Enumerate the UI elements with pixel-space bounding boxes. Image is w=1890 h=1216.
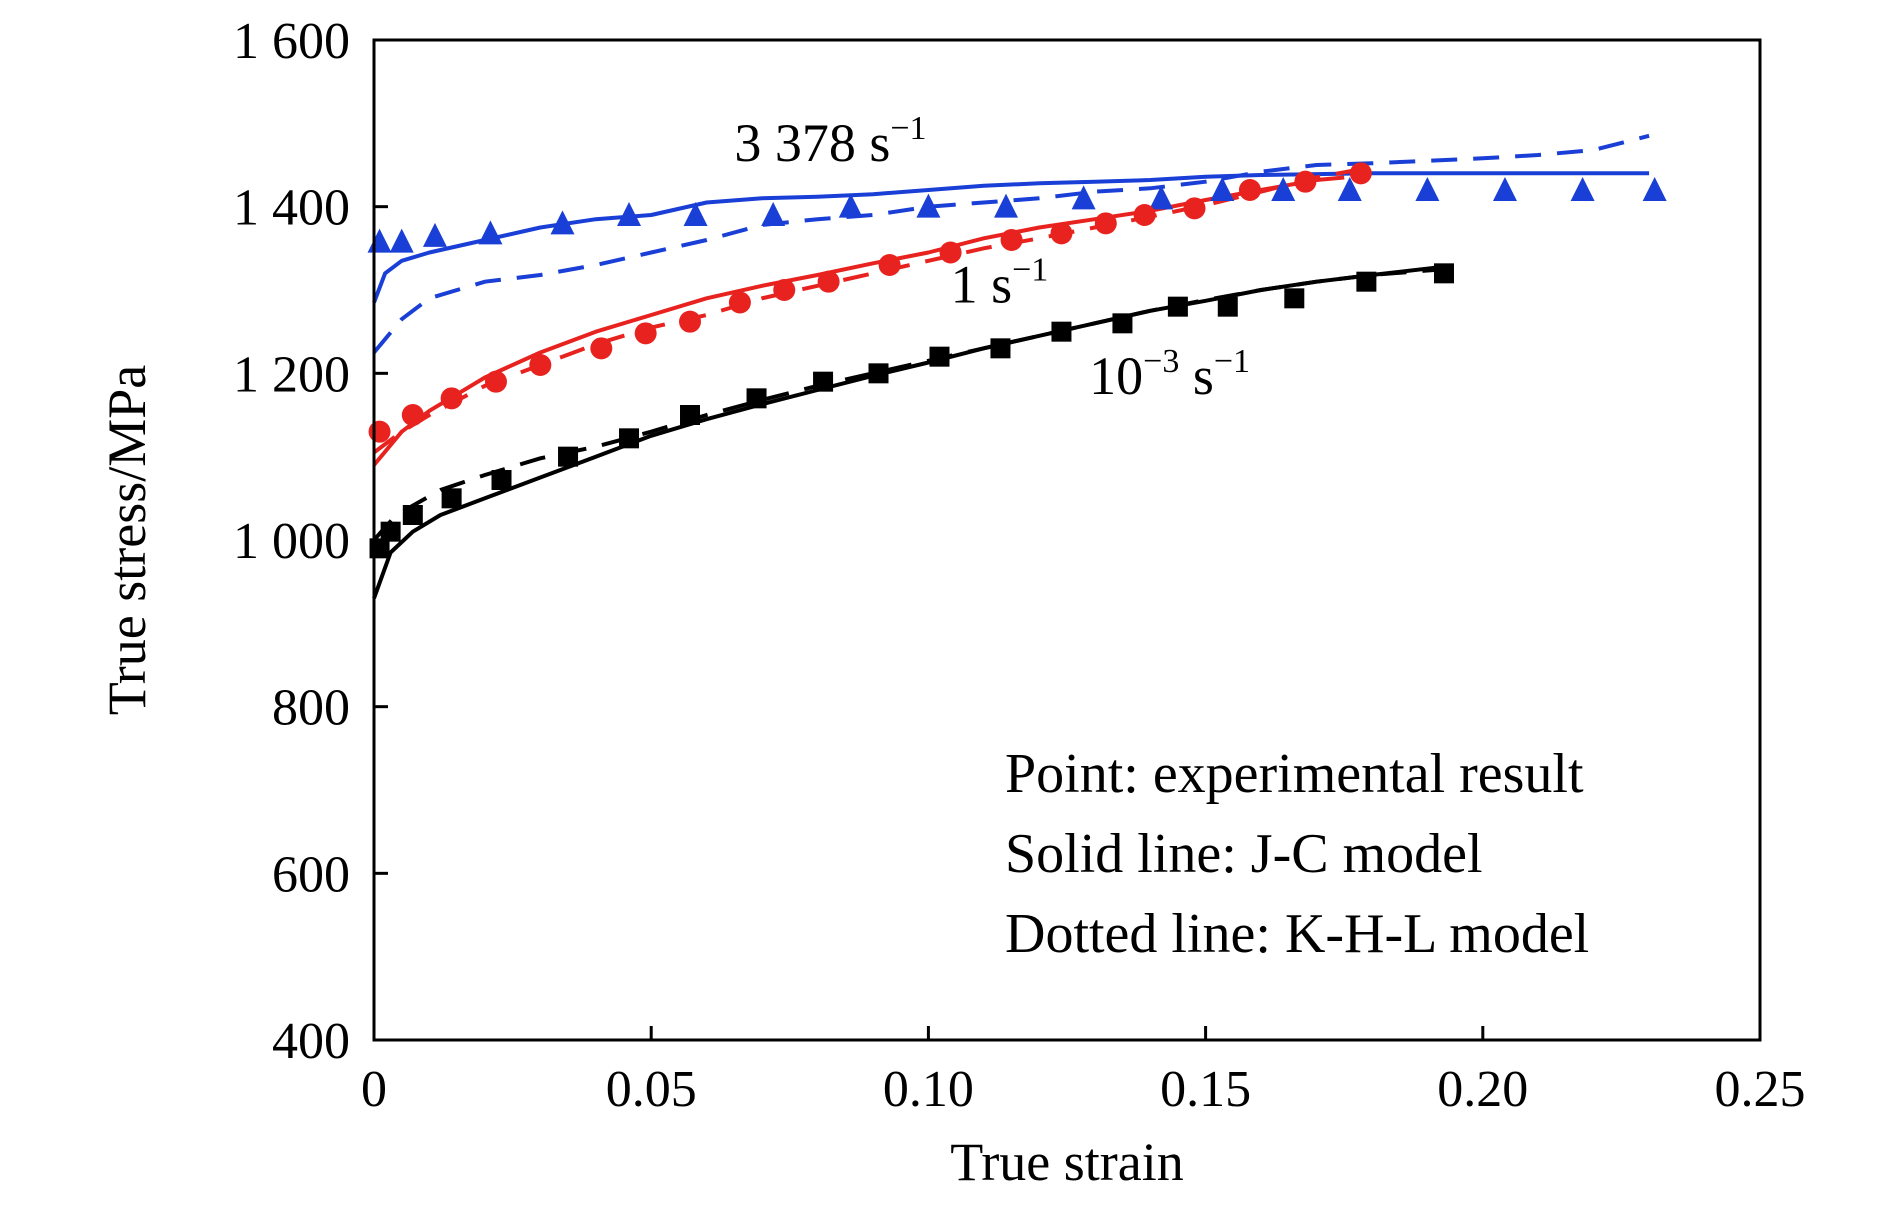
x-axis-ticks: 0 0.05 0.10 0.15 0.20 0.25 bbox=[361, 1026, 1806, 1118]
khl-model-line-circle bbox=[372, 167, 1362, 455]
data-point-circle bbox=[878, 254, 901, 276]
x-tick-label: 0 bbox=[361, 1061, 387, 1118]
x-tick-label: 0.15 bbox=[1160, 1061, 1251, 1118]
data-point-square bbox=[868, 363, 889, 384]
data-point-circle bbox=[368, 420, 391, 443]
data-point-square bbox=[402, 505, 423, 525]
y-tick-label: 1 400 bbox=[233, 180, 350, 237]
legend-note-jc: Solid line: J-C model bbox=[1005, 823, 1483, 885]
data-point-square bbox=[680, 405, 701, 425]
data-point-square bbox=[929, 346, 950, 367]
plot-frame bbox=[372, 38, 1762, 1042]
data-point-circle bbox=[590, 337, 613, 360]
strain-rate-label: 1 s−1 bbox=[951, 252, 1049, 315]
data-point-triangle bbox=[994, 193, 1019, 218]
data-point-circle bbox=[817, 270, 840, 293]
data-point-circle bbox=[529, 354, 552, 376]
y-tick-label: 1 000 bbox=[233, 513, 350, 570]
data-point-circle bbox=[440, 387, 463, 410]
jc-model-line-circle bbox=[372, 175, 1345, 467]
jc-model-line-square bbox=[372, 264, 1445, 599]
data-point-square bbox=[1433, 263, 1454, 284]
data-point-triangle bbox=[389, 228, 414, 253]
data-point-circle bbox=[728, 291, 751, 314]
data-point-square bbox=[1112, 313, 1133, 334]
data-point-circle bbox=[1183, 197, 1206, 220]
data-point-triangle bbox=[1570, 177, 1595, 201]
data-point-circle bbox=[1094, 212, 1117, 235]
data-point-circle bbox=[679, 310, 702, 333]
data-point-circle bbox=[773, 279, 796, 301]
data-point-triangle bbox=[1210, 177, 1235, 201]
khl-model-lines bbox=[372, 133, 1650, 542]
y-tick-label: 1 200 bbox=[233, 346, 350, 403]
data-point-square bbox=[558, 446, 579, 467]
khl-model-line-triangle bbox=[372, 133, 1650, 354]
data-point-circle bbox=[1349, 162, 1372, 185]
x-tick-label: 0.20 bbox=[1437, 1061, 1528, 1118]
data-point-circle bbox=[939, 241, 962, 264]
x-tick-label: 0.25 bbox=[1715, 1061, 1806, 1118]
data-point-circle bbox=[634, 322, 657, 345]
data-point-triangle bbox=[1271, 177, 1296, 201]
data-point-circle bbox=[1000, 229, 1023, 251]
strain-rate-label: 10−3 s−1 bbox=[1089, 343, 1250, 406]
data-point-circle bbox=[1050, 222, 1073, 245]
y-tick-label: 400 bbox=[272, 1013, 350, 1070]
data-point-circle bbox=[1294, 170, 1317, 193]
x-tick-label: 0.10 bbox=[883, 1061, 974, 1118]
y-tick-label: 800 bbox=[272, 680, 350, 737]
legend-note-khl: Dotted line: K-H-L model bbox=[1005, 903, 1589, 965]
data-point-triangle bbox=[1415, 177, 1440, 201]
data-point-triangle bbox=[422, 222, 447, 247]
data-point-triangle bbox=[1337, 177, 1362, 201]
data-point-square bbox=[746, 388, 767, 409]
data-point-square bbox=[619, 428, 640, 449]
data-point-triangle bbox=[683, 202, 708, 226]
strain-rate-labels: 3 378 s−1 1 s−1 10−3 s−1 bbox=[734, 110, 1250, 406]
data-point-circle bbox=[1133, 204, 1156, 226]
data-point-triangle bbox=[1149, 185, 1174, 210]
data-point-square bbox=[1167, 296, 1188, 317]
data-point-square bbox=[491, 470, 512, 490]
y-tick-label: 1 600 bbox=[233, 13, 350, 70]
data-point-circle bbox=[484, 370, 507, 393]
data-point-triangle bbox=[1642, 177, 1667, 201]
y-axis-ticks: 400 600 800 1 000 1 200 1 400 1 600 bbox=[233, 13, 388, 1070]
data-point-triangle bbox=[550, 210, 575, 235]
data-point-square bbox=[441, 488, 462, 509]
data-point-square bbox=[380, 521, 401, 542]
data-point-circle bbox=[401, 404, 424, 426]
legend-notes: Point: experimental result Solid line: J… bbox=[1005, 743, 1589, 965]
data-point-square bbox=[1284, 288, 1305, 309]
data-point-square bbox=[990, 338, 1011, 359]
data-point-triangle bbox=[1492, 177, 1517, 201]
y-axis-label: True stress/MPa bbox=[97, 365, 157, 716]
khl-model-line-square bbox=[372, 267, 1445, 542]
data-point-triangle bbox=[761, 202, 786, 226]
data-point-square bbox=[1356, 271, 1377, 292]
x-axis-label: True strain bbox=[950, 1132, 1184, 1192]
data-point-square bbox=[813, 371, 834, 392]
legend-note-points: Point: experimental result bbox=[1005, 743, 1584, 805]
data-point-triangle bbox=[367, 228, 392, 253]
data-point-square bbox=[1051, 321, 1072, 342]
data-point-triangle bbox=[838, 193, 863, 218]
y-tick-label: 600 bbox=[272, 846, 350, 903]
data-point-triangle bbox=[617, 202, 642, 226]
data-point-circle bbox=[1238, 179, 1261, 201]
data-point-triangle bbox=[1071, 185, 1096, 210]
data-point-square bbox=[1217, 296, 1238, 317]
x-tick-label: 0.05 bbox=[606, 1061, 697, 1118]
experimental-points bbox=[367, 162, 1667, 559]
strain-rate-label: 3 378 s−1 bbox=[734, 110, 926, 173]
data-point-triangle bbox=[916, 193, 941, 218]
data-point-triangle bbox=[478, 220, 503, 245]
